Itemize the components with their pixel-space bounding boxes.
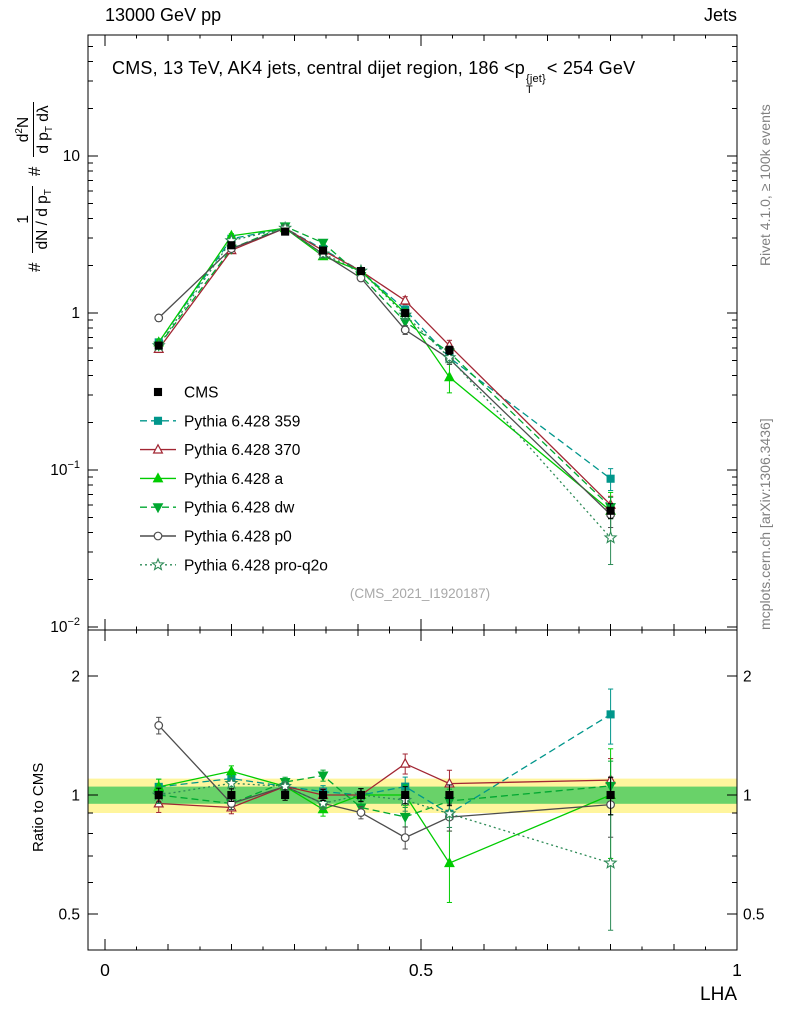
rivet-version-label: Rivet 4.1.0, ≥ 100k events [757, 104, 773, 266]
ylabel-frac2-den-a: d p [34, 132, 52, 154]
pt-jet-sub: T [525, 84, 533, 96]
main-series [151, 220, 618, 566]
ylabel-frac2-num-a: d [15, 133, 33, 143]
legend: CMS Pythia 6.428 359 Pythia 6.428 370 Pythi… [140, 385, 328, 574]
ylabel-frac1-den-sub: T [43, 189, 55, 196]
ylabel-frac2-den: d pT dλ [32, 102, 56, 157]
ratio-frame [87, 629, 738, 951]
ylabel-frac2-num-sup: 2 [14, 128, 25, 134]
svg-text:0.5: 0.5 [743, 906, 765, 923]
ylabel-fraction-2: d2N d pT dλ [14, 102, 56, 157]
analysis-id-watermark: (CMS_2021_I1920187) [349, 586, 491, 601]
legend-label-pythia-6-428-359: Pythia 6.428 359 [184, 413, 300, 430]
svg-text:0.5: 0.5 [409, 960, 433, 980]
beam-energy-label: 13000 GeV pp [105, 5, 222, 25]
main-y-axis-label: # 1 dN / d pT # d2N d pT dλ [14, 102, 56, 272]
plot-title-text-a: CMS, 13 TeV, AK4 jets, central dijet reg… [112, 58, 525, 78]
pt-jet-sup: {jet} [525, 73, 546, 85]
ylabel-frac2-num-b: N [15, 116, 33, 128]
mcplots-attribution-label: mcplots.cern.ch [arXiv:1306.3436] [757, 418, 773, 630]
pt-jet-stack: {jet} T [526, 74, 546, 96]
ylabel-fraction-1: 1 dN / d pT [14, 186, 55, 253]
svg-text:1: 1 [71, 305, 80, 322]
legend-label-pythia-6-428-p0: Pythia 6.428 p0 [184, 529, 292, 546]
ylabel-frac1-den-text: dN / d p [34, 195, 52, 250]
ratio-series [151, 688, 618, 931]
legend-label-pythia-6-428-dw: Pythia 6.428 dw [184, 500, 295, 517]
legend-label-cms: CMS [184, 385, 218, 402]
plot-title-text-b: < 254 GeV [546, 58, 636, 78]
svg-text:2: 2 [743, 669, 752, 686]
ylabel-frac2-den-sub: T [44, 126, 56, 133]
ylabel-hash-2: # [24, 166, 44, 177]
svg-text:10−1: 10−1 [50, 459, 80, 479]
series-cms [154, 776, 615, 816]
axes: 0 0.5 1 10 1 10−1 10−2 2 2 1 1 0.5 0.5 [50, 34, 765, 980]
legend-label-pythia-6-428-a: Pythia 6.428 a [184, 471, 283, 488]
svg-text:1: 1 [732, 960, 742, 980]
series-pythia-6-428-a [153, 222, 617, 537]
svg-text:0.5: 0.5 [58, 906, 80, 923]
process-label: Jets [703, 5, 737, 25]
x-axis-title: LHA [700, 984, 737, 1005]
legend-label-pythia-6-428-pro-q2o: Pythia 6.428 pro-q2o [184, 557, 328, 574]
svg-text:1: 1 [743, 788, 752, 805]
svg-text:0: 0 [100, 960, 110, 980]
ylabel-frac2-num: d2N [14, 114, 33, 145]
ylabel-hash-1: # [24, 262, 44, 272]
plot-title: CMS, 13 TeV, AK4 jets, central dijet reg… [112, 58, 635, 96]
ratio-y-axis-label: Ratio to CMS [30, 762, 47, 852]
svg-text:1: 1 [71, 788, 80, 805]
svg-text:2: 2 [71, 669, 80, 686]
svg-text:10−2: 10−2 [50, 616, 80, 636]
series-cms [154, 227, 615, 520]
ylabel-frac1-den: dN / d pT [32, 186, 55, 253]
ylabel-frac2-den-b: dλ [34, 105, 52, 126]
band-green [88, 786, 737, 804]
legend-label-pythia-6-428-370: Pythia 6.428 370 [184, 442, 301, 459]
svg-text:10: 10 [63, 148, 81, 165]
ylabel-frac1-num: 1 [14, 215, 32, 224]
